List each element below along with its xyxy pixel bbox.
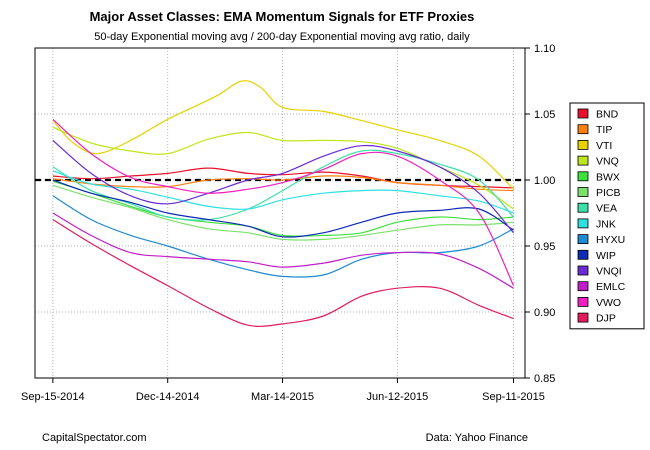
- legend-label-hyxu: HYXU: [596, 234, 625, 246]
- legend-swatch-bnd: [577, 108, 589, 119]
- series-line-bwx: [52, 180, 514, 237]
- legend-box: [569, 102, 645, 330]
- legend-label-emlc: EMLC: [596, 281, 626, 293]
- y-tick-label: 0.85: [534, 373, 555, 385]
- legend-swatch-vwo: [577, 296, 589, 307]
- y-tick-label: 1.05: [534, 109, 555, 121]
- series-line-wip: [52, 179, 514, 238]
- legend-swatch-jnk: [577, 218, 589, 229]
- chart-subtitle: 50-day Exponential moving avg / 200-day …: [94, 31, 470, 43]
- y-axis: 0.85 0.90 0.95 1.00 1.05 1.10: [525, 43, 555, 385]
- y-tick-label: 0.90: [534, 307, 555, 319]
- legend-label-djp: DJP: [596, 313, 616, 325]
- x-tick-label: Sep-15-2014: [21, 391, 85, 403]
- legend-label-vea: VEA: [596, 203, 617, 215]
- legend-label-bwx: BWX: [596, 171, 620, 183]
- series-line-vnqi: [52, 139, 514, 234]
- series-line-emlc: [52, 212, 514, 289]
- legend-label-vti: VTI: [596, 140, 612, 152]
- legend-swatch-wip: [577, 249, 589, 260]
- x-axis: Sep-15-2014 Dec-14-2014 Mar-14-2015 Jun-12-…: [21, 378, 545, 403]
- series-line-vwo: [52, 118, 515, 286]
- series-line-vti: [52, 80, 514, 190]
- series-line-vea: [52, 149, 514, 221]
- y-tick-label: 0.95: [534, 241, 555, 253]
- legend-swatch-vti: [577, 139, 589, 150]
- legend-swatch-vea: [577, 202, 589, 213]
- source-left: CapitalSpectator.com: [42, 432, 147, 444]
- chart-title: Major Asset Classes: EMA Momentum Signal…: [90, 9, 475, 24]
- series-line-djp: [52, 219, 514, 327]
- source-right: Data: Yahoo Finance: [426, 432, 528, 444]
- legend-label-vnqi: VNQI: [596, 266, 622, 278]
- legend-swatch-tip: [577, 124, 589, 135]
- legend-swatch-djp: [577, 312, 589, 323]
- legend-label-tip: TIP: [596, 124, 612, 136]
- legend-swatch-hyxu: [577, 234, 589, 245]
- legend-swatch-emlc: [577, 281, 589, 292]
- legend-label-wip: WIP: [596, 250, 616, 262]
- x-tick-label: Dec-14-2014: [136, 391, 200, 403]
- y-tick-label: 1.10: [534, 43, 555, 55]
- series-line-hyxu: [52, 195, 514, 278]
- series-line-jnk: [52, 170, 514, 214]
- legend-swatch-bwx: [577, 171, 589, 182]
- legend-label-vwo: VWO: [596, 297, 621, 309]
- legend: BND TIP VTI VNQ BWX PICB VEA JNK HYXU WIP VNQI EMLC…: [569, 102, 645, 330]
- legend-label-bnd: BND: [596, 109, 619, 121]
- legend-swatch-picb: [577, 187, 589, 197]
- x-tick-label: Sep-11-2015: [482, 391, 545, 403]
- legend-swatch-vnqi: [577, 265, 589, 276]
- legend-swatch-vnq: [577, 155, 589, 166]
- x-tick-label: Mar-14-2015: [251, 391, 314, 403]
- x-tick-label: Jun-12-2015: [367, 391, 429, 403]
- legend-label-vnq: VNQ: [596, 156, 619, 168]
- series-line-picb: [52, 184, 514, 241]
- legend-label-jnk: JNK: [596, 218, 616, 230]
- series-group: [52, 80, 515, 327]
- y-tick-label: 1.00: [534, 175, 555, 187]
- plot-frame: [34, 47, 526, 379]
- series-line-tip: [52, 175, 514, 192]
- legend-label-picb: PICB: [596, 187, 621, 199]
